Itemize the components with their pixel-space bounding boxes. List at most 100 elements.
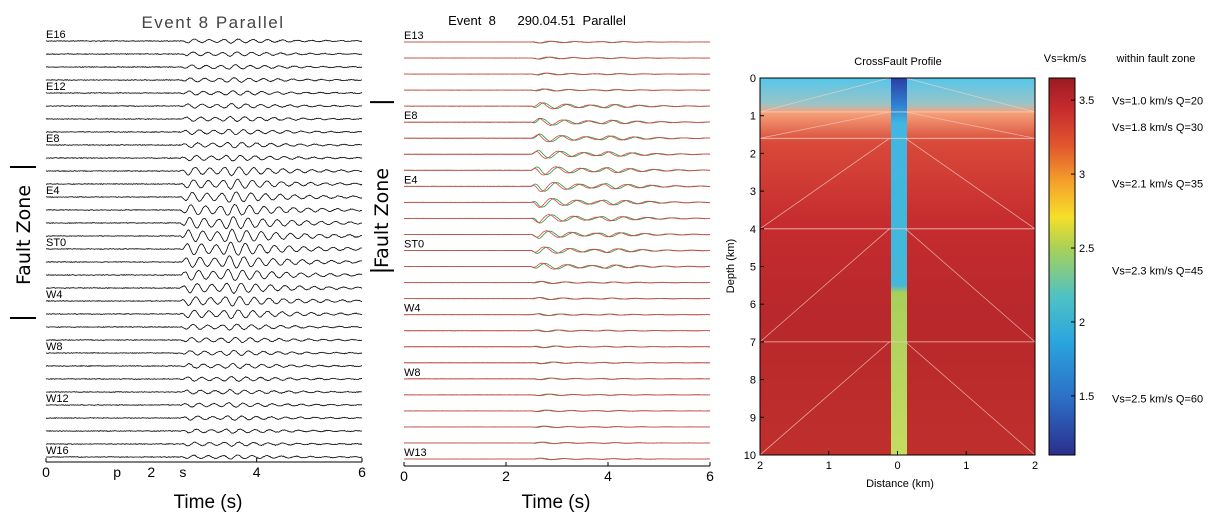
panel-a-seismograms: Event 8 Parallel E16 E12 E8 E4 ST0 W4 W8 W12 W16… (10, 13, 366, 513)
trace-28 (45, 388, 363, 395)
trace-24 (45, 336, 363, 344)
trace-6-s2 (403, 117, 711, 126)
trace-19-s2 (404, 329, 711, 333)
panel-c-ylabel: Depth (km) (725, 239, 737, 293)
fault-zone-header: within fault zone (1116, 53, 1196, 65)
ray-left-5 (759, 341, 890, 456)
trace-27 (45, 376, 362, 382)
station-label-st0: ST0 (404, 239, 424, 251)
trace-21-s2 (403, 361, 710, 365)
x-tick-label-0: 0 (42, 464, 50, 480)
trace-1 (45, 38, 363, 44)
trace-25 (45, 349, 363, 357)
trace-15 (45, 216, 363, 230)
trace-5-s2 (404, 102, 710, 110)
trace-21 (45, 296, 363, 307)
depth-tick-label-3: 3 (750, 186, 756, 198)
trace-1-s2 (403, 40, 710, 44)
trace-6 (45, 103, 363, 109)
depth-tick-label-8: 8 (750, 375, 756, 387)
trace-10-s2 (403, 181, 711, 192)
trace-12-s2 (404, 214, 711, 223)
trace-20 (45, 282, 363, 295)
distance-tick-label-0: 2 (757, 460, 763, 472)
fault-zone-layer-1: Vs=1.0 km/s Q=20 (1112, 96, 1203, 108)
colorbar-label: Vs=km/s (1044, 53, 1087, 65)
colorbar-tick-label-3.5: 3.5 (1079, 95, 1094, 107)
trace-33 (45, 454, 363, 460)
depth-tick-label-2: 2 (750, 148, 756, 160)
trace-16 (46, 228, 363, 243)
x-tick-label-0: 0 (400, 468, 408, 484)
colorbar-tick-label-2.5: 2.5 (1079, 243, 1094, 255)
panel-b-station-labels: E13 E8 E4 ST0 W4 W8 W13 (404, 30, 427, 459)
ray-right-5 (905, 341, 1036, 456)
trace-17 (45, 241, 362, 256)
station-label-e8: E8 (46, 133, 59, 145)
trace-26-s2 (404, 441, 711, 445)
trace-12-s1 (403, 214, 711, 224)
fault-zone-column (891, 78, 907, 455)
fault-zone-layer-4: Vs=2.3 km/s Q=45 (1112, 265, 1203, 277)
panel-b-ticks: 0 2 4 6 (400, 462, 714, 484)
depth-tick-label-5: 5 (750, 262, 756, 274)
trace-14-s2 (403, 246, 711, 254)
panel-b-fault-zone-label: Fault Zone (371, 168, 393, 268)
trace-9-s2 (403, 166, 711, 176)
trace-11-s2 (403, 197, 711, 209)
trace-29 (45, 402, 363, 408)
x-tick-label-4: 4 (604, 468, 612, 484)
panel-c-distance-ticks: 2 1 0 1 2 (757, 451, 1038, 472)
distance-tick-label-4: 2 (1032, 460, 1038, 472)
trace-7-s2 (403, 134, 711, 143)
depth-tick-label-7: 7 (750, 337, 756, 349)
ray-right-1 (905, 77, 1036, 113)
panel-a-title: Event 8 Parallel (141, 13, 284, 32)
trace-7 (45, 115, 363, 123)
trace-26 (45, 363, 363, 370)
colorbar-ticks: 3.5 3 2.5 2 1.5 (1071, 95, 1094, 403)
panel-b-title: Event 8 290.04.51 Parallel (448, 13, 626, 28)
station-label-st0: ST0 (46, 237, 66, 249)
fault-zone-layer-5: Vs=2.5 km/s Q=60 (1112, 393, 1203, 405)
ray-right-2 (905, 111, 1036, 139)
colorbar-tick-label-1.5: 1.5 (1079, 391, 1094, 403)
trace-14 (45, 203, 363, 216)
trace-4-s2 (403, 88, 711, 92)
station-label-e12: E12 (46, 81, 66, 93)
distance-tick-label-1: 1 (826, 460, 832, 472)
trace-17-s2 (403, 297, 711, 301)
trace-13-s2 (404, 230, 711, 238)
ray-right-3 (905, 138, 1036, 230)
trace-9 (46, 141, 363, 149)
panel-c-title: CrossFault Profile (854, 56, 941, 68)
panel-c-depth-ticks: 0 1 2 3 4 5 6 7 8 9 10 (744, 73, 764, 462)
station-label-w16: W16 (46, 445, 69, 457)
trace-5 (45, 90, 363, 96)
x-tick-label-6: 6 (358, 464, 366, 480)
station-label-w4: W4 (404, 303, 421, 315)
station-label-w8: W8 (46, 341, 63, 353)
ray-right-4 (905, 228, 1036, 343)
trace-22-s2 (403, 377, 710, 381)
trace-32 (45, 441, 363, 447)
phase-label-2: 2 (147, 464, 155, 480)
x-tick-label-6: 6 (706, 468, 714, 484)
station-label-e4: E4 (46, 185, 59, 197)
trace-13 (45, 191, 363, 203)
fault-zone-layer-2: Vs=1.8 km/s Q=30 (1112, 122, 1203, 134)
trace-16-s2 (403, 280, 711, 285)
colorbar-tick-label-3: 3 (1079, 169, 1085, 181)
trace-15-s2 (404, 262, 711, 270)
trace-25-s2 (403, 425, 710, 429)
trace-11 (45, 166, 363, 177)
trace-8-s2 (403, 150, 710, 159)
station-label-e4: E4 (404, 174, 417, 186)
trace-12 (45, 178, 363, 190)
station-label-e8: E8 (404, 110, 417, 122)
colorbar (1048, 77, 1076, 456)
fault-zone-layer-labels: Vs=1.0 km/s Q=20 Vs=1.8 km/s Q=30 Vs=2.1 k… (1112, 96, 1203, 406)
panel-a-traces (45, 38, 363, 460)
panel-b-seismograms: Event 8 290.04.51 Parallel E13 E8 E4 ST0 W4 W… (370, 13, 714, 513)
panel-a-station-labels: E16 E12 E8 E4 ST0 W4 W8 W12 W16 (46, 29, 69, 457)
